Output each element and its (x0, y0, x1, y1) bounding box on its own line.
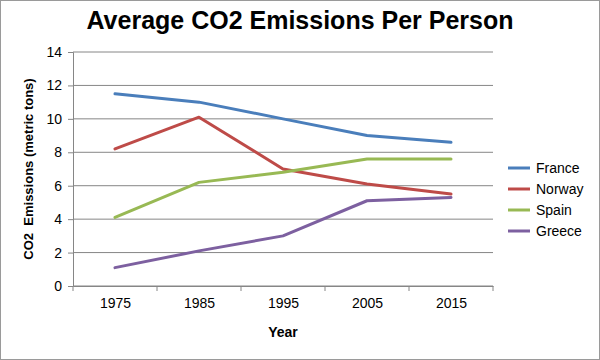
y-tick-mark (68, 253, 73, 254)
x-boundary-tick (73, 286, 74, 291)
chart: 0 2 4 6 8 10 12 14 1975 1985 1995 2005 2015 Average C… (0, 0, 600, 360)
legend-label: France (536, 160, 580, 176)
x-tick: 2005 (352, 286, 383, 311)
series-line (115, 117, 451, 194)
series-line (115, 159, 451, 218)
x-axis-title: Year (268, 324, 298, 340)
x-tick-label: 2015 (436, 295, 467, 311)
y-tick-label: 12 (46, 77, 62, 93)
y-tick-label: 8 (54, 144, 62, 160)
legend: France Norway Spain Greece (508, 160, 583, 239)
x-boundary-tick (241, 286, 242, 291)
grid-line (73, 85, 493, 86)
legend-swatch (508, 167, 530, 170)
x-boundary-ticks (73, 286, 493, 291)
legend-label: Norway (536, 181, 583, 197)
y-tick: 10 (46, 111, 73, 127)
x-tick-label: 1975 (100, 295, 131, 311)
x-tick: 1985 (184, 286, 215, 311)
x-tick-label: 1995 (268, 295, 299, 311)
x-boundary-tick (493, 286, 494, 291)
y-tick-label: 2 (54, 245, 62, 261)
x-tick-label: 1985 (184, 295, 215, 311)
y-tick-mark (68, 152, 73, 153)
grid-line (73, 286, 493, 287)
y-tick-mark (68, 186, 73, 187)
y-tick-mark (68, 119, 73, 120)
y-axis-line (68, 53, 74, 287)
x-tick-label: 2005 (352, 295, 383, 311)
x-boundary-tick (325, 286, 326, 291)
y-tick-mark (68, 286, 73, 287)
legend-label: Spain (536, 202, 572, 218)
x-boundary-tick (157, 286, 158, 291)
y-axis-title: CO2 Emissions (metric tons) (21, 78, 36, 259)
y-tick-mark (68, 52, 73, 53)
grid-line (73, 219, 493, 220)
y-tick: 0 (54, 278, 73, 294)
x-tick: 1975 (100, 286, 131, 311)
y-tick: 4 (54, 211, 73, 227)
grid-line (73, 152, 493, 153)
y-tick-label: 10 (46, 111, 62, 127)
y-tick-label: 6 (54, 178, 62, 194)
y-tick-label: 4 (54, 211, 62, 227)
y-tick-mark (68, 219, 73, 220)
grid-line (73, 252, 493, 253)
y-tick: 12 (46, 77, 73, 93)
chart-border (1, 1, 600, 360)
grid (73, 52, 493, 286)
x-axis: 1975 1985 1995 2005 2015 (74, 286, 494, 311)
grid-line (73, 185, 493, 186)
legend-swatch (508, 230, 530, 233)
y-tick-label: 14 (46, 44, 62, 60)
series-lines (115, 94, 451, 268)
series-line (115, 94, 451, 142)
x-tick: 2015 (436, 286, 467, 311)
y-tick: 6 (54, 178, 73, 194)
y-axis: 0 2 4 6 8 10 12 14 (46, 44, 73, 294)
grid-line (73, 52, 493, 53)
x-boundary-tick (409, 286, 410, 291)
y-tick-label: 0 (54, 278, 62, 294)
legend-label: Greece (536, 223, 582, 239)
x-tick: 1995 (268, 286, 299, 311)
series-line (115, 197, 451, 267)
legend-swatch (508, 188, 530, 191)
y-tick-mark (68, 85, 73, 86)
y-tick: 2 (54, 245, 73, 261)
y-tick: 8 (54, 144, 73, 160)
y-tick: 14 (46, 44, 73, 60)
title: Average CO2 Emissions Per Person (86, 6, 513, 34)
x-axis-line (74, 286, 494, 287)
legend-swatch (508, 209, 530, 212)
